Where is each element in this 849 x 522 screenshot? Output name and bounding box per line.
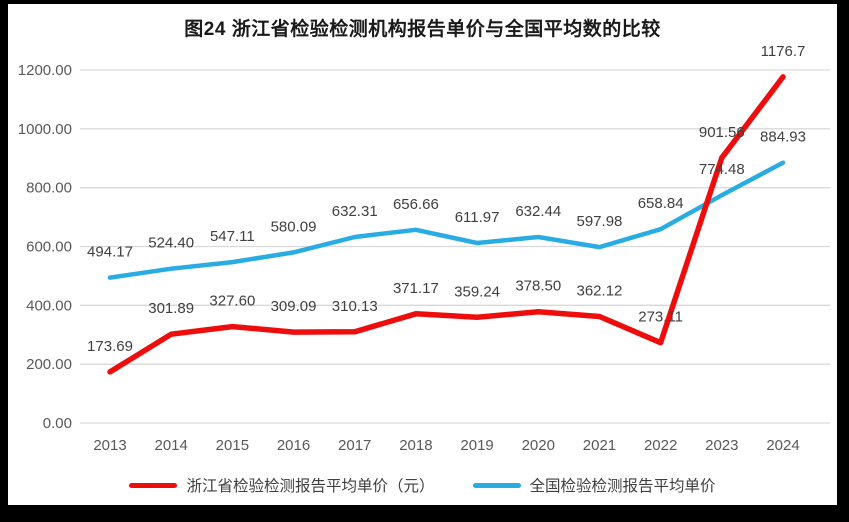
data-label-zhejiang: 1176.7 [761,43,806,60]
data-label-national: 658.84 [638,195,684,212]
data-label-national: 774.48 [699,161,745,178]
y-axis-tick-label: 600.00 [26,239,72,256]
data-label-national: 547.11 [210,228,255,245]
chart-legend: 浙江省检验检测报告平均单价（元） 全国检验检测报告平均单价 [8,474,837,496]
y-axis-tick-label: 800.00 [26,180,72,197]
data-label-zhejiang: 901.56 [699,124,745,141]
series-line-zhejiang [107,74,786,375]
data-label-national: 611.97 [455,209,500,226]
y-axis-tick-label: 0.00 [43,415,72,432]
x-axis-year-label: 2020 [522,437,555,454]
data-label-national: 597.98 [577,213,623,230]
x-axis-year-label: 2021 [583,437,616,454]
x-axis-year-label: 2016 [277,437,310,454]
series-line-national [107,160,786,280]
y-axis-tick-label: 400.00 [26,297,72,314]
data-label-national: 524.40 [148,235,194,252]
data-label-zhejiang: 309.09 [271,298,317,315]
data-label-zhejiang: 273.11 [638,309,683,326]
x-axis-year-label: 2014 [154,437,187,454]
legend-label-zhejiang: 浙江省检验检测报告平均单价（元） [186,478,435,495]
data-label-zhejiang: 371.17 [393,280,439,297]
data-label-zhejiang: 173.69 [87,338,133,355]
data-label-zhejiang: 359.24 [454,283,500,300]
x-axis-year-label: 2018 [399,437,432,454]
data-label-zhejiang: 327.60 [209,293,255,310]
data-label-national: 632.31 [332,203,378,220]
legend-item-national: 全国检验检测报告平均单价 [472,474,716,496]
x-axis-year-label: 2017 [338,437,371,454]
data-label-national: 494.17 [87,244,133,261]
x-axis-year-label: 2019 [460,437,493,454]
x-axis-year-label: 2013 [93,437,126,454]
line-chart: 0.00 200.00 400.00 600.00 800.00 1000.00 1200.… [18,43,830,454]
data-label-national: 580.09 [271,218,317,235]
data-label-zhejiang: 378.50 [515,278,561,295]
x-axis-year-label: 2015 [216,437,249,454]
chart-title: 图24 浙江省检验检测机构报告单价与全国平均数的比较 [184,19,661,40]
data-label-national: 884.93 [760,129,806,146]
legend-line-red-icon [129,482,178,488]
x-axis-year-label: 2023 [705,437,738,454]
legend-label-national: 全国检验检测报告平均单价 [529,478,716,495]
x-axis-year-label: 2022 [644,437,677,454]
y-axis-tick-label: 200.00 [26,356,72,373]
legend-line-blue-icon [472,482,521,488]
y-axis-tick-label: 1200.00 [18,62,72,79]
data-label-zhejiang: 362.12 [577,282,623,299]
y-axis-tick-label: 1000.00 [18,121,72,138]
data-label-national: 632.44 [515,203,561,220]
legend-item-zhejiang: 浙江省检验检测报告平均单价（元） [129,474,435,496]
data-label-zhejiang: 310.13 [332,298,378,315]
chart-page: 图24 浙江省检验检测机构报告单价与全国平均数的比较 0.00 200.00 400… [8,4,837,505]
x-axis-year-label: 2024 [766,437,799,454]
data-label-zhejiang: 301.89 [148,300,194,317]
data-label-national: 656.66 [393,196,439,213]
